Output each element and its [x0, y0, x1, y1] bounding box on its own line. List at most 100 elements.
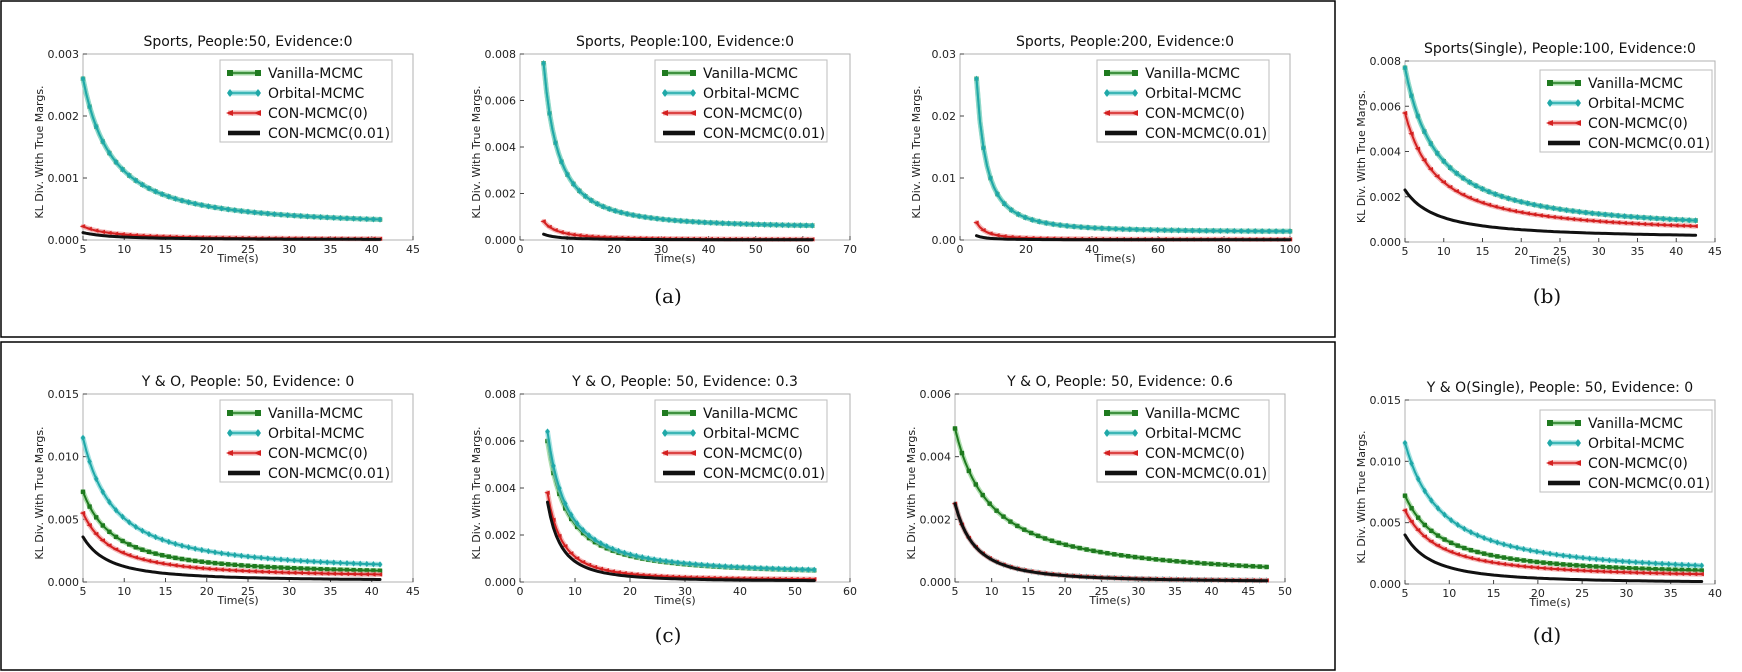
data-point: [1409, 506, 1414, 511]
data-point: [1225, 227, 1230, 235]
data-point: [1132, 554, 1138, 560]
data-point: [628, 551, 633, 558]
data-point: [1640, 566, 1645, 571]
series-line: [82, 512, 381, 576]
data-point: [1593, 569, 1599, 574]
data-point: [562, 544, 568, 549]
data-point: [1658, 571, 1665, 576]
data-point: [231, 568, 237, 573]
data-point: [804, 222, 809, 229]
data-point: [298, 566, 303, 571]
data-point: [1085, 224, 1091, 231]
data-point: [1146, 556, 1152, 561]
data-point: [1454, 170, 1459, 177]
data-point: [87, 504, 92, 509]
data-point: [1557, 206, 1563, 213]
x-axis-label: Time(s): [653, 252, 695, 265]
y-tick-label: 0.01: [932, 172, 957, 185]
data-point: [1481, 551, 1487, 556]
data-point: [1002, 200, 1007, 207]
data-point: [1554, 551, 1559, 558]
data-point: [729, 563, 734, 570]
data-point: [371, 216, 376, 223]
data-point: [1543, 214, 1550, 219]
legend: Vanilla-MCMC Orbital-MCMC CON-MCMC(0) CON-M…: [219, 59, 393, 143]
data-point: [1594, 564, 1599, 569]
data-point: [1652, 570, 1658, 576]
legend-marker: [689, 450, 696, 456]
chart-title: Y & O, People: 50, Evidence: 0.6: [1006, 374, 1233, 390]
data-point: [1408, 519, 1414, 524]
series-line: [953, 502, 1269, 583]
data-point: [297, 570, 303, 576]
legend-marker: [1546, 460, 1553, 466]
legend-item: Vanilla-MCMC: [662, 66, 798, 82]
data-point: [812, 566, 817, 573]
data-point: [1429, 528, 1434, 534]
x-tick-label: 20: [1514, 245, 1528, 258]
chart-title: Y & O, People: 50, Evidence: 0: [141, 374, 354, 390]
legend-item: CON-MCMC(0.01): [663, 466, 825, 482]
data-point: [298, 212, 303, 220]
legend-item: Vanilla-MCMC: [1104, 406, 1240, 422]
chart-1: Sports, People:50, Evidence:0 5 10 15 20 25 30…: [33, 34, 420, 265]
data-point: [1487, 559, 1493, 565]
x-tick-label: 10: [1437, 245, 1451, 258]
data-point: [251, 569, 257, 574]
data-point: [1169, 227, 1174, 234]
data-point: [292, 212, 297, 219]
y-tick-label: 0.004: [920, 451, 952, 464]
chart-7: Y & O, People: 50, Evidence: 0.6 5 10 15 20 2…: [905, 374, 1292, 607]
data-point: [186, 557, 191, 563]
data-point: [764, 565, 770, 572]
data-point: [1600, 564, 1606, 570]
data-point: [1435, 150, 1440, 157]
data-point: [1167, 558, 1172, 563]
legend-label: Vanilla-MCMC: [268, 66, 363, 82]
data-point: [226, 562, 231, 567]
legend-label: CON-MCMC(0): [268, 106, 368, 122]
data-point: [106, 543, 112, 548]
legend-item: Orbital-MCMC: [1104, 426, 1241, 442]
legend-label: Orbital-MCMC: [1588, 436, 1684, 452]
data-point: [219, 550, 224, 557]
data-point: [1440, 180, 1446, 185]
x-tick-label: 35: [1168, 585, 1182, 598]
data-point: [153, 533, 158, 541]
x-axis-label: Time(s): [653, 594, 695, 607]
data-point: [80, 489, 86, 494]
legend-item: CON-MCMC(0.01): [663, 126, 825, 142]
legend: Vanilla-MCMC Orbital-MCMC CON-MCMC(0) CON-M…: [219, 399, 393, 483]
data-point: [1534, 548, 1540, 555]
x-tick-label: 15: [1476, 245, 1490, 258]
y-tick-label: 0.005: [1370, 517, 1402, 530]
x-tick-label: 20: [1019, 243, 1033, 256]
chart-8: Y & O(Single), People: 50, Evidence: 0 5 1…: [1355, 380, 1722, 609]
data-point: [1567, 553, 1573, 560]
legend-item: CON-MCMC(0.01): [1105, 466, 1267, 482]
legend-item: CON-MCMC(0): [661, 106, 803, 122]
legend-marker: [254, 110, 261, 116]
data-point: [1561, 552, 1566, 559]
data-point: [1666, 560, 1671, 568]
data-point: [318, 558, 323, 566]
data-point: [1434, 543, 1441, 548]
series-con-mcmc-0-01-: [81, 535, 382, 581]
data-point: [1016, 211, 1021, 218]
data-point: [1645, 570, 1652, 576]
data-point: [1673, 223, 1679, 228]
data-point: [338, 214, 343, 222]
data-point: [622, 549, 627, 557]
data-point: [1447, 549, 1454, 555]
data-point: [146, 549, 152, 555]
series-con-mcmc-0-01-: [81, 231, 382, 241]
legend-label: Orbital-MCMC: [703, 426, 799, 442]
legend-item: Vanilla-MCMC: [1547, 76, 1683, 92]
data-point: [112, 231, 119, 236]
data-point: [1050, 220, 1056, 228]
data-point: [1462, 525, 1467, 532]
data-point: [232, 562, 237, 568]
legend-item: CON-MCMC(0.01): [228, 466, 390, 482]
data-point: [1084, 547, 1089, 552]
legend-label: Vanilla-MCMC: [703, 406, 798, 422]
